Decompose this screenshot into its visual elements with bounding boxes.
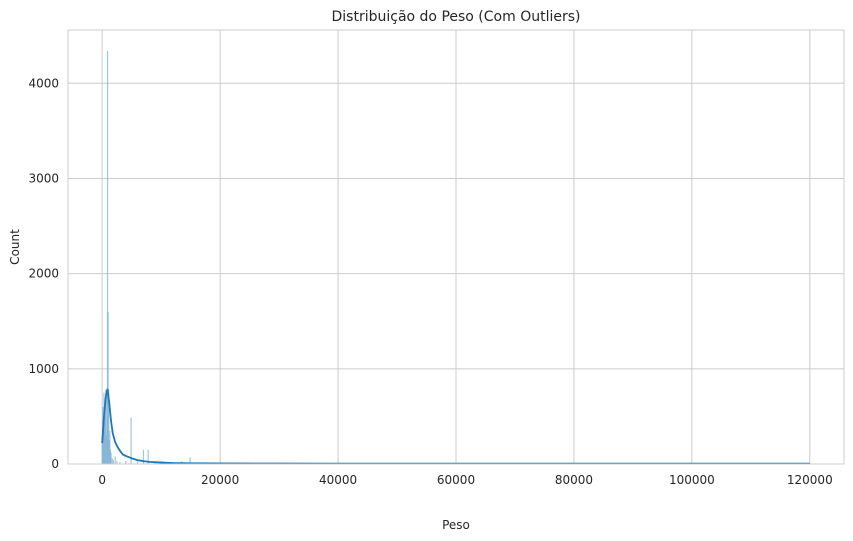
x-tick-label: 20000 bbox=[201, 473, 239, 487]
histogram-bar bbox=[105, 389, 107, 464]
histogram-bar bbox=[130, 417, 132, 464]
x-tick-label: 40000 bbox=[319, 473, 357, 487]
x-tick-label: 120000 bbox=[787, 473, 833, 487]
histogram-bar bbox=[119, 462, 121, 464]
histogram-bar bbox=[112, 460, 115, 464]
y-tick-label: 3000 bbox=[28, 171, 59, 185]
histogram-bar bbox=[106, 50, 109, 464]
chart-title: Distribuição do Peso (Com Outliers) bbox=[332, 9, 581, 25]
histogram-bar bbox=[107, 311, 109, 464]
histogram-bar bbox=[154, 462, 156, 464]
histogram-bar bbox=[125, 461, 127, 464]
y-axis-ticks: 0 1000 2000 3000 4000 bbox=[28, 76, 59, 471]
y-tick-label: 1000 bbox=[28, 362, 59, 376]
plot-frame bbox=[67, 29, 845, 465]
histogram-bar bbox=[136, 462, 139, 464]
histogram-bar bbox=[189, 457, 191, 464]
x-tick-label: 0 bbox=[98, 473, 106, 487]
x-axis-label: Peso bbox=[442, 518, 470, 532]
histogram-bar bbox=[108, 389, 110, 464]
histogram-bar bbox=[109, 430, 111, 464]
x-tick-label: 100000 bbox=[669, 473, 715, 487]
histogram-bar bbox=[147, 449, 149, 464]
x-tick-label: 60000 bbox=[437, 473, 475, 487]
y-tick-label: 4000 bbox=[28, 76, 59, 90]
y-tick-label: 2000 bbox=[28, 267, 59, 281]
x-axis-ticks: 0 20000 40000 60000 80000 100000 120000 bbox=[98, 473, 832, 487]
histogram-bar bbox=[110, 452, 112, 464]
histogram-bar bbox=[111, 458, 113, 464]
x-tick-label: 80000 bbox=[555, 473, 593, 487]
histogram-bar bbox=[114, 456, 116, 464]
y-axis-label: Count bbox=[8, 229, 22, 265]
histogram-bar bbox=[142, 449, 145, 464]
y-tick-label: 0 bbox=[51, 457, 59, 471]
histogram-bar bbox=[116, 461, 118, 464]
